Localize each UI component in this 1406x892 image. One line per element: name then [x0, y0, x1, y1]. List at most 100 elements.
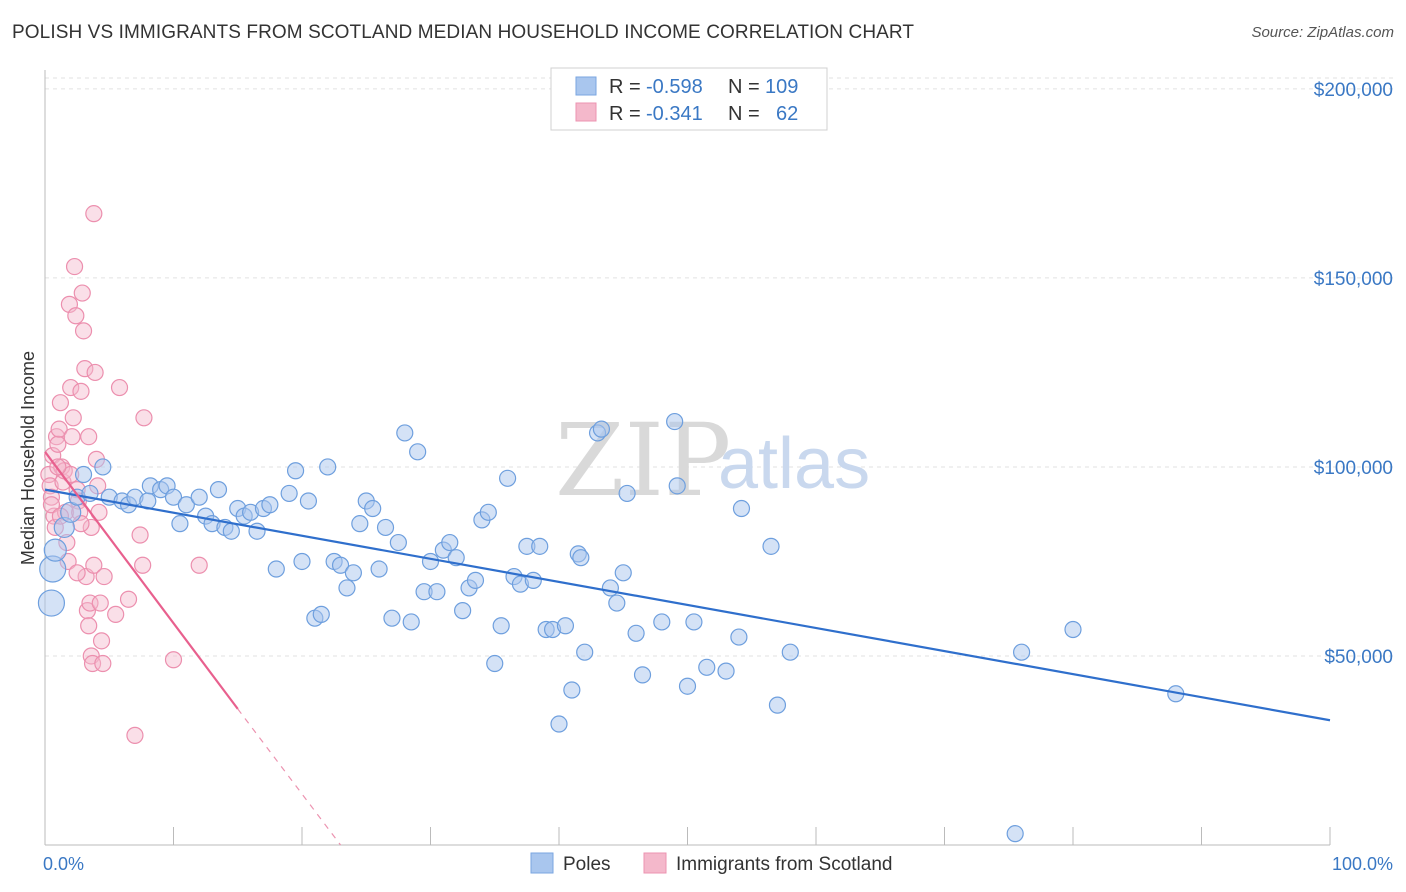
point-scotland-21 — [67, 307, 85, 325]
point-poles-20 — [190, 488, 208, 506]
point-scotland-61 — [68, 564, 86, 582]
legend-r-label-scotland: R = — [609, 103, 641, 125]
point-scotland-28 — [76, 360, 94, 378]
point-scotland-26 — [73, 284, 91, 302]
point-poles-19 — [177, 496, 195, 514]
point-poles-44 — [351, 515, 369, 533]
point-poles-83 — [601, 579, 620, 597]
point-poles-75 — [550, 715, 568, 733]
point-scotland-54 — [164, 651, 183, 669]
point-scotland-47 — [107, 605, 125, 623]
point-poles-6 — [74, 465, 93, 484]
legend-box: R = -0.598 N = 109 R = -0.341 N = 62 — [550, 67, 828, 131]
point-poles-85 — [614, 564, 632, 582]
series-immigrants-from-scotland — [40, 205, 208, 744]
point-scotland-27 — [74, 322, 93, 340]
trend-line-scotland — [44, 451, 239, 710]
watermark-atlas: atlas — [718, 424, 870, 504]
point-poles-55 — [421, 552, 440, 571]
point-poles-35 — [293, 552, 311, 571]
point-poles-98 — [768, 696, 787, 714]
bottom-legend-label-poles: Poles — [563, 854, 611, 875]
point-poles-2 — [43, 538, 67, 562]
grid-lines — [45, 77, 1393, 657]
point-scotland-18 — [63, 428, 81, 446]
point-scotland-40 — [91, 594, 109, 612]
point-scotland-49 — [119, 590, 138, 608]
point-poles-18 — [171, 515, 189, 533]
point-scotland-41 — [92, 632, 111, 650]
point-poles-77 — [563, 681, 581, 699]
legend-frame — [550, 67, 828, 131]
point-poles-38 — [312, 605, 330, 623]
point-scotland-20 — [65, 257, 84, 276]
legend-n-value-poles: 109 — [765, 76, 798, 98]
y-tick-labels: $50,000 $100,000 $150,000 $200,000 — [1314, 80, 1393, 668]
legend-r-value-poles: -0.598 — [646, 76, 703, 98]
point-scotland-42 — [94, 654, 112, 673]
point-scotland-53 — [135, 409, 153, 427]
point-scotland-35 — [85, 205, 103, 223]
point-poles-64 — [479, 503, 497, 521]
point-poles-101 — [1064, 620, 1082, 639]
point-poles-67 — [499, 469, 517, 487]
point-scotland-51 — [131, 526, 149, 544]
point-poles-93 — [685, 613, 703, 631]
point-poles-104 — [732, 499, 751, 518]
point-poles-88 — [633, 666, 652, 684]
point-scotland-36 — [86, 363, 104, 382]
point-poles-36 — [299, 492, 318, 510]
point-poles-84 — [608, 594, 626, 612]
trend-line-scotland-extension — [237, 708, 342, 846]
point-scotland-52 — [134, 556, 152, 574]
bottom-legend-swatch-poles — [530, 852, 554, 874]
point-poles-51 — [396, 424, 414, 442]
legend-n-label-poles: N = — [728, 76, 760, 98]
legend-swatch-poles — [575, 76, 597, 96]
point-poles-89 — [653, 613, 671, 631]
y-axis-label: Median Household Income — [18, 351, 38, 565]
point-scotland-19 — [64, 409, 82, 427]
point-scotland-17 — [62, 378, 80, 397]
point-poles-97 — [762, 537, 780, 555]
point-poles-91 — [668, 477, 686, 495]
legend-swatch-scotland — [575, 102, 597, 122]
point-scotland-45 — [85, 556, 103, 574]
point-poles-71 — [524, 571, 542, 589]
point-poles-53 — [409, 443, 427, 461]
point-scotland-8 — [50, 420, 68, 438]
point-poles-42 — [338, 579, 356, 597]
y-tick-label-2: $150,000 — [1314, 269, 1393, 290]
point-scotland-46 — [95, 567, 113, 586]
point-scotland-43 — [80, 428, 98, 446]
point-poles-32 — [267, 560, 285, 578]
chart-title: POLISH VS IMMIGRANTS FROM SCOTLAND MEDIA… — [12, 22, 915, 43]
x-tick-label-max: 100.0% — [1332, 854, 1393, 874]
point-scotland-55 — [190, 556, 208, 574]
point-poles-33 — [280, 484, 298, 503]
point-poles-0 — [37, 589, 66, 617]
point-poles-95 — [717, 662, 735, 680]
point-poles-79 — [572, 549, 590, 567]
trend-line-poles — [44, 488, 1331, 722]
y-tick-label-1: $100,000 — [1314, 458, 1393, 479]
point-scotland-56 — [42, 496, 61, 514]
point-scotland-7 — [49, 435, 67, 453]
point-poles-87 — [627, 624, 645, 642]
point-poles-49 — [383, 609, 401, 627]
watermark-zip: ZIP — [555, 402, 731, 519]
point-poles-50 — [389, 533, 407, 552]
point-poles-47 — [370, 560, 388, 578]
point-poles-34 — [286, 462, 305, 480]
point-poles-23 — [209, 481, 228, 499]
point-poles-8 — [94, 458, 112, 476]
point-poles-82 — [592, 420, 611, 438]
source-label: Source: ZipAtlas.com — [1251, 24, 1394, 41]
point-poles-72 — [531, 537, 549, 555]
legend-n-label-scotland: N = — [728, 103, 760, 125]
point-poles-43 — [344, 564, 362, 582]
point-poles-60 — [454, 602, 472, 620]
point-poles-66 — [492, 617, 510, 635]
point-scotland-9 — [51, 394, 70, 412]
